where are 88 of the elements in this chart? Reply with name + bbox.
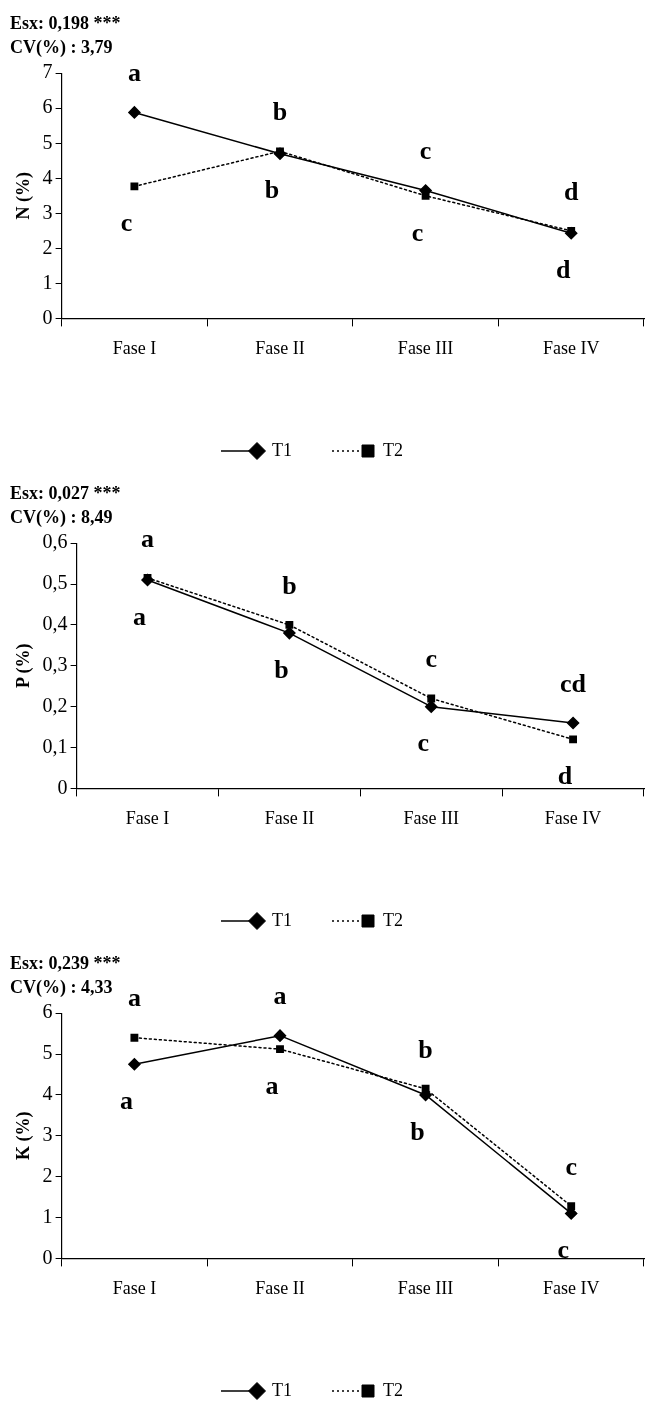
annotation: a — [273, 981, 287, 1011]
annotation: c — [411, 217, 424, 247]
annotation: a — [133, 601, 147, 631]
y-axis-title: P (%) — [13, 643, 35, 689]
annotation: a — [265, 1070, 279, 1100]
chart-title: Esx: 0,198 *** — [10, 13, 121, 34]
annotation: d — [557, 761, 573, 791]
annotation: a — [127, 58, 141, 88]
x-tick-label: Fase IV — [542, 1277, 600, 1298]
y-tick-label: 4 — [42, 165, 53, 188]
y-axis-title: K (%) — [13, 1111, 35, 1161]
point — [424, 700, 438, 713]
annotation: c — [425, 644, 437, 674]
point — [130, 182, 139, 191]
point — [285, 621, 294, 629]
y-tick-label: 3 — [42, 200, 53, 223]
point — [569, 735, 578, 744]
annotation: c — [419, 136, 432, 166]
chart-subtitle: CV(%) : 8,49 — [10, 507, 113, 529]
y-tick-label: 4 — [42, 1082, 53, 1105]
legend-label: T2 — [383, 1379, 403, 1400]
x-tick-label: Fase I — [112, 1277, 157, 1298]
annotation: b — [272, 97, 288, 127]
y-tick-label: 0,3 — [42, 653, 68, 676]
chart-title: Esx: 0,027 *** — [10, 483, 121, 504]
y-tick-label: 5 — [42, 130, 53, 153]
y-tick-label: 0 — [57, 775, 68, 798]
annotation: cd — [560, 668, 587, 698]
annotation: a — [127, 983, 141, 1013]
y-tick-label: 0 — [42, 305, 53, 328]
point — [128, 106, 141, 119]
y-tick-label: 3 — [42, 1123, 53, 1146]
chart-subtitle: CV(%) : 3,79 — [10, 37, 113, 59]
y-axis-title: N (%) — [13, 172, 35, 220]
point — [567, 1202, 576, 1211]
point — [273, 1029, 287, 1042]
point — [283, 626, 296, 640]
legend-label: T1 — [272, 909, 292, 930]
legend-label: T2 — [383, 439, 403, 460]
point — [566, 716, 580, 730]
y-tick-label: 5 — [42, 1041, 53, 1064]
annotation: d — [555, 255, 571, 284]
y-tick-label: 6 — [42, 1000, 53, 1023]
point — [564, 227, 578, 240]
x-tick-label: Fase II — [255, 337, 305, 358]
point — [130, 1033, 139, 1042]
x-tick-label: Fase II — [264, 807, 315, 828]
x-tick-label: Fase IV — [544, 807, 602, 828]
annotation: a — [141, 523, 155, 553]
x-tick-label: Fase IV — [542, 337, 600, 358]
y-tick-label: 0,4 — [42, 612, 68, 635]
y-tick-label: 0,2 — [42, 693, 68, 716]
x-tick-label: Fase II — [255, 1277, 305, 1298]
legend-label: T2 — [383, 909, 403, 930]
x-tick-label: Fase III — [397, 1277, 454, 1298]
annotation: b — [410, 1116, 425, 1146]
chart-title: Esx: 0,239 *** — [10, 953, 121, 974]
point — [273, 147, 287, 161]
annotation: c — [565, 1151, 577, 1181]
annotation: c — [417, 728, 429, 758]
x-tick-label: Fase I — [125, 807, 170, 828]
annotation: a — [119, 1086, 133, 1115]
y-tick-label: 0,1 — [42, 734, 68, 757]
y-tick-label: 2 — [42, 1163, 53, 1186]
y-tick-label: 1 — [42, 270, 53, 293]
point — [141, 573, 154, 587]
y-tick-label: 1 — [42, 1204, 53, 1227]
annotation: d — [563, 176, 579, 206]
annotation: c — [120, 208, 133, 238]
y-tick-label: 0,5 — [42, 571, 68, 594]
y-tick-label: 0 — [42, 1245, 53, 1268]
x-tick-label: Fase III — [403, 807, 459, 828]
point — [128, 1058, 141, 1071]
y-tick-label: 0,6 — [42, 530, 68, 553]
x-tick-label: Fase I — [112, 337, 157, 358]
point — [276, 1045, 284, 1054]
annotation: b — [264, 175, 280, 205]
annotation: b — [418, 1034, 433, 1064]
legend-label: T1 — [272, 439, 292, 460]
annotation: c — [557, 1235, 569, 1265]
chart-subtitle: CV(%) : 4,33 — [10, 977, 113, 999]
legend-label: T1 — [272, 1379, 292, 1400]
y-tick-label: 2 — [42, 235, 53, 258]
x-tick-label: Fase III — [397, 337, 454, 358]
y-tick-label: 6 — [42, 95, 53, 118]
y-tick-label: 7 — [42, 60, 53, 83]
annotation: b — [274, 654, 289, 684]
annotation: b — [282, 570, 297, 600]
